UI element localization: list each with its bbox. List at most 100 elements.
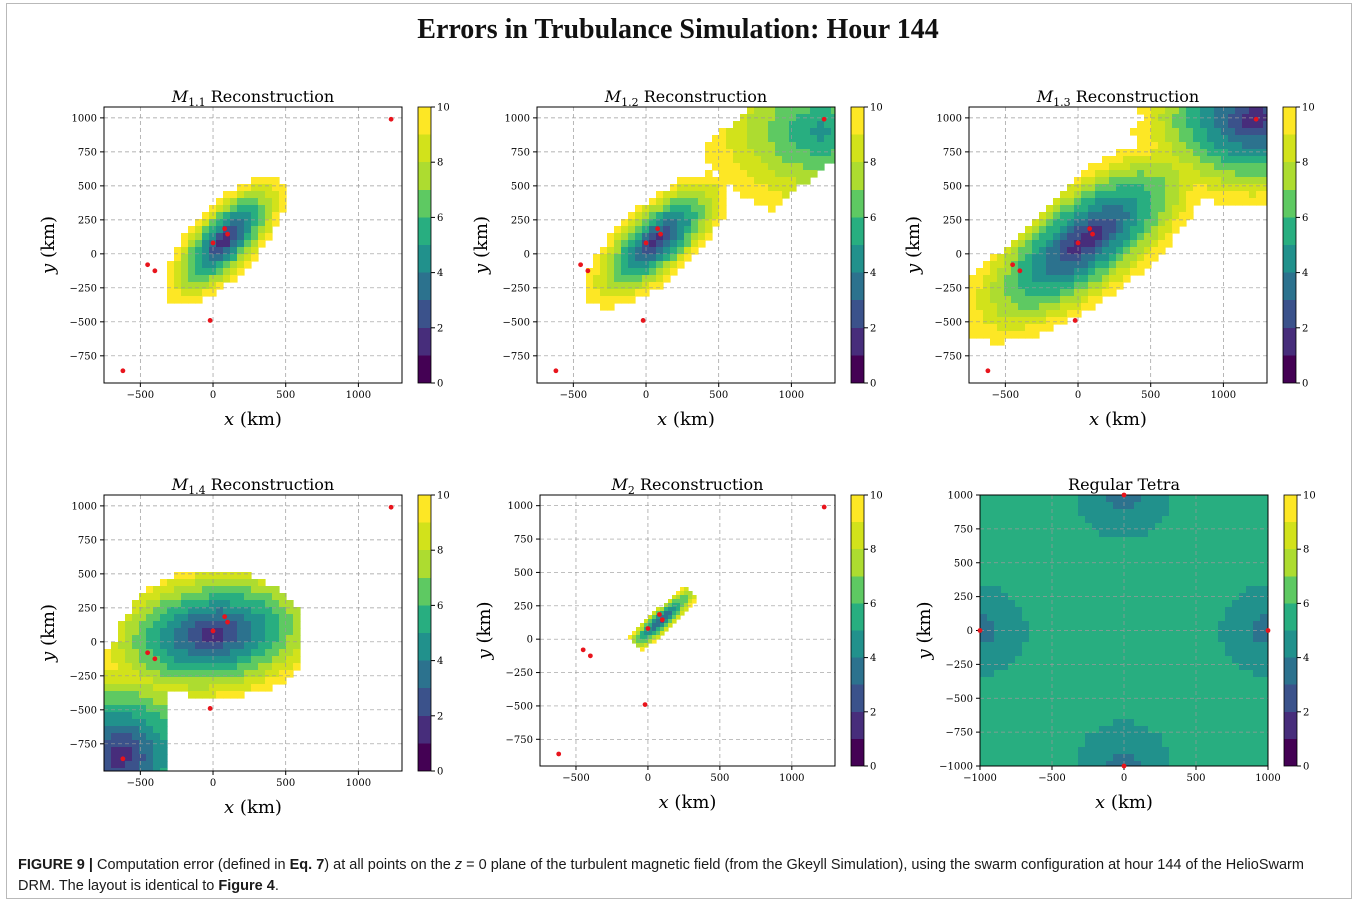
spacecraft-point [977,628,983,633]
colorbar-tick-label: 10 [1303,491,1316,502]
spacecraft-point [657,612,662,617]
colorbar-tick-label: 8 [1302,158,1308,169]
spacecraft-point [578,262,584,268]
y-axis-label: y (km) [474,602,495,661]
y-tick-label: 0 [956,249,962,260]
error-heatmap [104,572,301,771]
panel-4: −500 0 500 1000 −750 −500 −250 0 250 500 750 1000 x … [38,475,450,818]
colorbar-tick-label: 6 [870,599,876,610]
y-tick-label: 0 [524,249,530,260]
caption-text-1: Computation error (defined in [92,857,290,873]
panel-5: −500 0 500 1000 −750 −500 −250 0 250 500 750 1000 x … [474,475,883,813]
spacecraft-point [580,647,586,653]
y-tick-label: −750 [70,739,97,750]
y-tick-label: −500 [70,705,97,716]
x-tick-label: 500 [710,773,729,784]
y-tick-label: 0 [967,626,973,637]
y-tick-label: −250 [946,660,973,671]
spacecraft-point [640,318,646,323]
colorbar-tick-label: 6 [870,213,876,224]
y-tick-label: 750 [954,524,973,535]
y-tick-label: 250 [78,603,97,614]
x-tick-label: −500 [1038,773,1065,784]
colorbar-tick-label: 2 [1303,707,1309,718]
spacecraft-point [1265,628,1271,633]
y-axis-label: y (km) [38,604,59,663]
spacecraft-point [120,756,126,762]
spacecraft-point [1090,231,1095,237]
spacecraft-point [225,619,230,625]
spacecraft-point [821,116,827,122]
x-tick-label: −500 [560,390,587,401]
y-tick-label: 500 [78,569,97,580]
spacecraft-point [556,751,562,757]
spacecraft-point [585,268,591,274]
caption-figure-link[interactable]: Figure 4 [218,878,275,894]
y-tick-label: 500 [954,558,973,569]
y-tick-label: 1000 [937,113,962,124]
y-tick-label: −250 [503,283,530,294]
colorbar-tick-label: 4 [437,656,443,667]
y-tick-label: 0 [91,637,97,648]
y-tick-label: −250 [935,283,962,294]
spacecraft-point [145,262,151,268]
x-tick-label: 1000 [1211,390,1236,401]
x-axis-label: x (km) [1089,409,1147,430]
spacecraft-point [1017,268,1023,274]
spacecraft-point [120,368,126,374]
grid [104,107,402,383]
colorbar [850,106,865,384]
colorbar-tick-label: 8 [870,158,876,169]
y-tick-label: −250 [506,668,533,679]
grid [537,107,835,383]
x-tick-label: 1000 [346,390,371,401]
x-tick-label: 1000 [346,778,371,789]
spacecraft-point [1010,262,1016,268]
panel-1: −500 0 500 1000 −750 −500 −250 0 250 500 750 1000 x … [38,87,450,430]
spacecraft-point [655,226,661,232]
y-axis-label: y (km) [471,216,492,275]
spacecraft-point [643,240,649,246]
colorbar-tick-label: 8 [437,546,443,557]
colorbar-tick-label: 0 [870,762,876,773]
panel-title: M2 Reconstruction [611,475,764,497]
x-tick-label: 0 [1075,390,1081,401]
y-tick-label: 1000 [505,113,530,124]
y-tick-label: 500 [78,181,97,192]
colorbar-tick-label: 2 [870,707,876,718]
colorbar [850,494,865,767]
grid [540,495,835,766]
x-tick-label: 500 [1186,773,1205,784]
x-tick-label: 0 [210,778,216,789]
colorbar-tick-label: 6 [1303,599,1309,610]
y-tick-label: 250 [511,215,530,226]
colorbar-tick-label: 10 [870,103,883,114]
y-tick-label: 750 [511,147,530,158]
spacecraft-point [1075,240,1081,246]
axes-frame [539,494,836,767]
colorbar [1282,106,1297,384]
spacecraft-point [658,231,663,237]
colorbar-tick-label: 8 [1303,545,1309,556]
y-tick-label: −1000 [939,762,973,773]
caption-equation-link[interactable]: Eq. 7 [289,857,325,873]
colorbar-tick-label: 10 [870,491,883,502]
y-tick-label: 1000 [948,491,973,502]
y-tick-label: 0 [527,635,533,646]
y-tick-label: −500 [70,317,97,328]
panel-title: Regular Tetra [1068,475,1180,494]
spacecraft-point [985,368,991,374]
panel-3: −500 0 500 1000 −750 −500 −250 0 250 500 750 1000 x … [903,87,1315,430]
colorbar-tick-label: 4 [870,653,876,664]
y-tick-label: 750 [78,147,97,158]
error-heatmap [980,495,1268,766]
colorbar-tick-label: 6 [437,213,443,224]
y-tick-label: 500 [943,181,962,192]
panel-2: −500 0 500 1000 −750 −500 −250 0 250 500 750 1000 x … [471,87,883,430]
spacecraft-point [152,268,158,274]
x-tick-label: 0 [645,773,651,784]
panel-title: M1.3 Reconstruction [1036,87,1199,109]
colorbar-tick-label: 10 [437,491,450,502]
error-heatmap [969,107,1267,346]
panel-title: M1.1 Reconstruction [171,87,334,109]
